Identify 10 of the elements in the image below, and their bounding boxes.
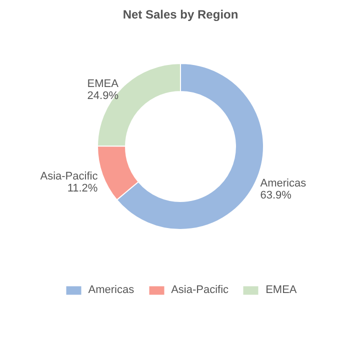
- data-label: 11.2%: [67, 182, 98, 194]
- legend-label: EMEA: [266, 284, 297, 296]
- data-label: 24.9%: [87, 90, 119, 102]
- slice-label: Americas: [260, 178, 307, 190]
- legend-label: Americas: [88, 284, 134, 296]
- legend-label: Asia-Pacific: [171, 284, 229, 296]
- data-label: 63.9%: [260, 190, 292, 202]
- slice-label: Asia-Pacific: [40, 170, 98, 182]
- chart-title: Net Sales by Region: [122, 8, 238, 22]
- slice-label: EMEA: [87, 78, 120, 90]
